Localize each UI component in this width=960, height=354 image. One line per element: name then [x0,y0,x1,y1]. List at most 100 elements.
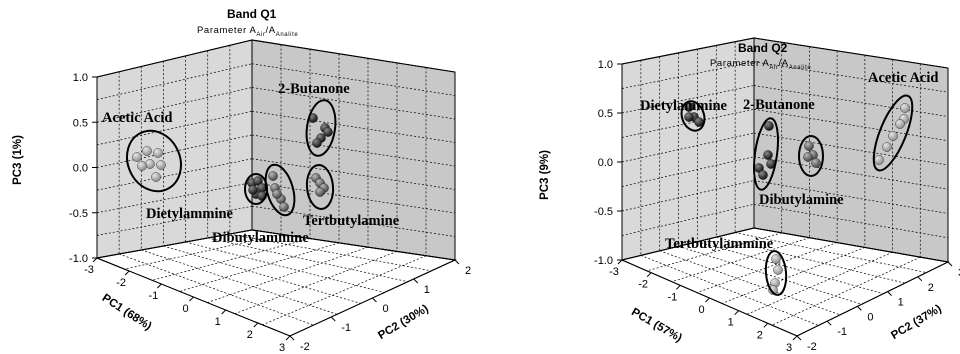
y-tick-label: 1 [424,284,430,296]
cluster-label: Dietylammine [146,206,234,222]
y-axis: 2 1 0 -1 -2 [289,259,471,353]
x-tick-label: 2 [757,329,763,341]
data-point [888,131,898,141]
data-point [900,103,910,113]
y-tick [917,276,923,282]
cluster-ellipse [680,100,706,132]
data-point [874,155,884,165]
y-tick [330,316,336,322]
x-tick-label: -2 [116,277,126,289]
z-tick-label: -0.5 [594,206,613,218]
x-tick [617,259,623,265]
x-axis: -3 -2 -1 0 1 2 3 [609,259,798,354]
x-tick-label: -3 [84,264,94,276]
x-tick-label: 0 [182,303,188,315]
data-point [773,265,783,275]
chart-subtitle: Parameter AAir/AAnalite [710,58,811,71]
x-axis: -3 -2 -1 0 1 2 3 [84,257,291,354]
data-point [315,187,325,197]
data-point [882,142,892,152]
x-tick [792,335,798,341]
x-tick [734,310,740,316]
data-point [803,152,813,162]
y-tick-label: -1 [341,322,351,334]
cluster-ellipse [798,135,824,177]
cluster-2-butanone: 2-Butanone [743,97,815,191]
cluster-dibutylammine: Dibutylammine [212,163,309,246]
x-tick [705,297,710,303]
x-tick-label: 1 [728,317,734,329]
x-tick-label: 2 [247,329,253,341]
x-tick-label: -3 [609,266,619,278]
data-point [279,202,289,212]
data-point [768,285,778,295]
cluster-dietylammine: Dietylammine [640,98,728,132]
z-axis-title: PC3 (9%) [539,150,551,200]
data-point [684,112,694,122]
chart-band-q2: 1.0 0.5 0.0 -0.5 -1.0-3 -2 -1 0 1 2 3 3 2 1 0 -1 -2 PC3 (… [539,37,960,354]
x-tick-label: -2 [638,279,648,291]
data-point [312,138,322,148]
z-tick-label: 0.5 [73,117,88,129]
left-wall [621,37,755,261]
y-tick [857,306,862,311]
gridlines [621,41,949,326]
y-tick-label: 3 [958,267,960,279]
data-point [153,148,163,158]
x-tick [221,309,227,315]
cluster-acetic-acid: Acetic Acid [868,70,938,172]
cluster-ellipse [126,129,182,193]
cluster-2-butanone: 2-Butanone [278,81,350,157]
data-point [811,158,821,168]
x-tick [189,296,194,302]
data-point [272,189,282,199]
data-point [268,171,278,181]
cluster-label: Dibutylammine [212,230,309,246]
x-tick [646,272,652,278]
z-tick-label: 0.5 [598,108,613,120]
z-axis: 1.0 0.5 0.0 -0.5 -1.0 [594,59,622,267]
cluster-tertbutylammine: Tertbutylammine [665,236,788,296]
data-point [142,146,152,156]
y-tick-label: 0 [383,303,389,315]
x-tick-label: 1 [215,316,221,328]
y-tick-label: 2 [928,282,934,294]
x-tick-label: 0 [698,304,704,316]
y-tick [887,291,892,296]
y-tick [289,335,295,341]
y-axis-title: PC2 (37%) [889,303,944,342]
x-tick [124,270,130,276]
chart-band-q1: 1.0 0.5 0.0 -0.5 -1.0-3 -2 -1 0 1 2 3 2 1 0 -1 -2 PC3 (1… [12,7,471,354]
chart-title: Band Q1 [227,7,277,21]
z-axis-title: PC3 (1%) [12,135,24,185]
cluster-ellipse [872,94,914,172]
y-tick-label: -2 [807,341,817,353]
data-point [132,152,142,162]
x-tick [285,335,291,341]
data-point [137,161,147,171]
cluster-tertbutylamine: Tertbutylamine [303,164,400,229]
cluster-label: Dietylammine [640,98,728,114]
chart-subtitle: Parameter AAir/AAnalite [197,25,298,38]
x-tick [763,322,769,328]
data-point [895,119,905,129]
z-tick-label: 0.0 [598,157,613,169]
y-tick-label: 2 [465,265,471,277]
y-tick-label: 0 [867,311,873,323]
y-tick [947,261,953,267]
y-tick [826,320,832,326]
data-point [771,254,781,264]
x-tick [253,322,259,328]
x-tick-label: 3 [279,342,285,354]
x-tick [675,284,681,290]
cluster-label: Tertbutylammine [665,236,774,252]
data-point [145,159,155,169]
cluster-ellipse [264,163,296,217]
data-point [156,160,166,170]
cluster-label: Tertbutylamine [303,213,400,229]
cluster-label: Dibutylamine [759,192,844,208]
x-axis-title: PC1 (68%) [100,292,154,333]
cluster-dibutylamine: Dibutylamine [759,135,844,208]
x-tick [92,257,98,263]
cluster-label: 2-Butanone [743,97,815,113]
